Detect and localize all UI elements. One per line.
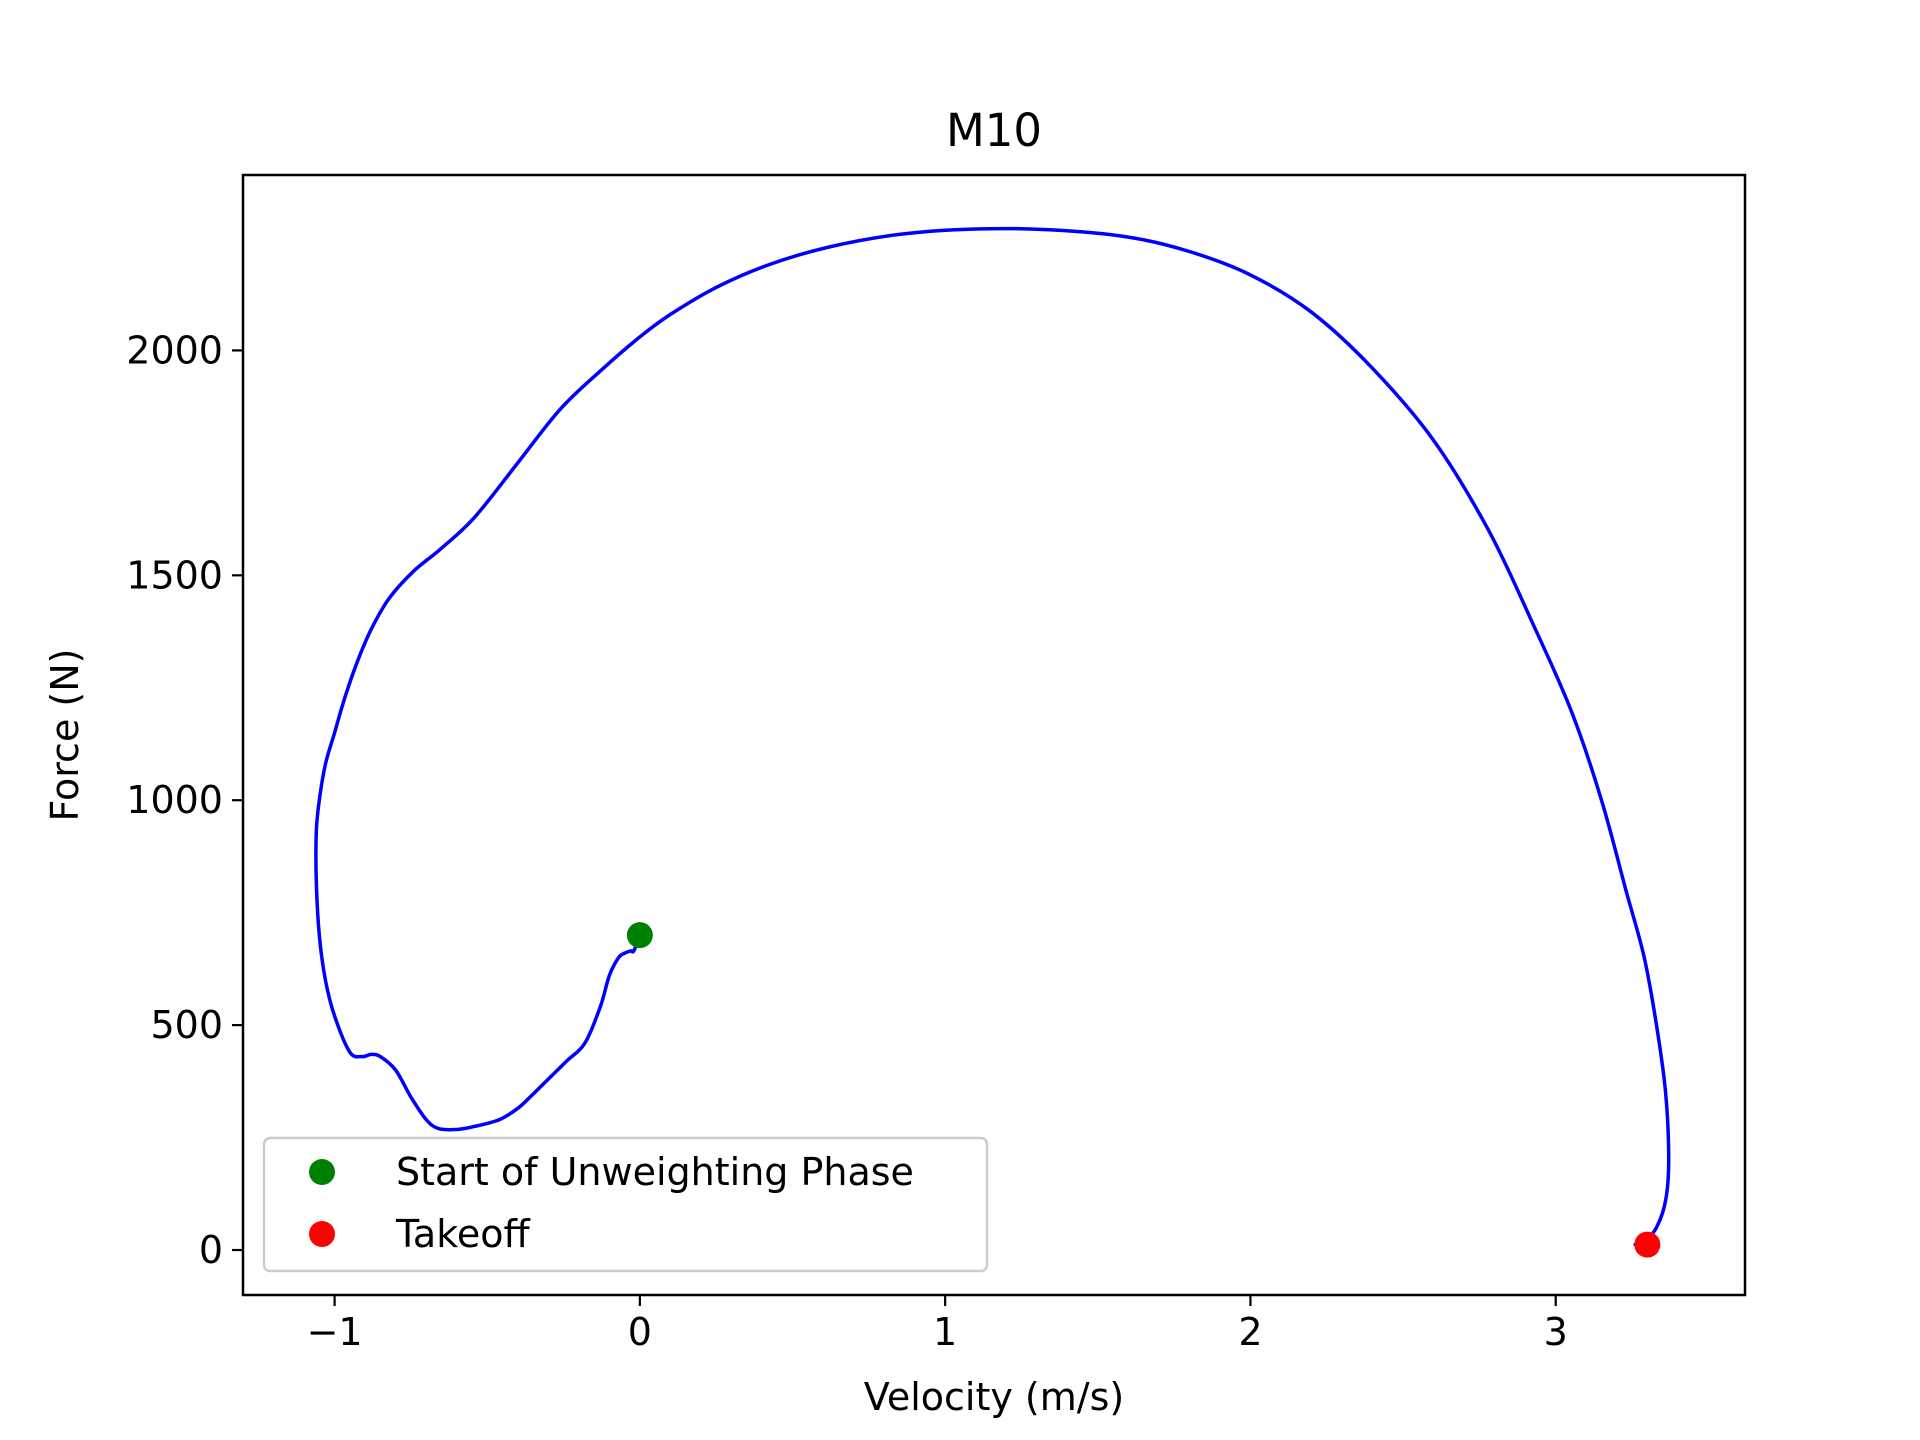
legend-box [262, 1136, 989, 1273]
marker-takeoff [1634, 1231, 1661, 1258]
x-tick-label: 1 [933, 1310, 957, 1354]
x-tick-label: 3 [1544, 1310, 1568, 1354]
legend: Start of Unweighting Phase Takeoff [262, 1136, 989, 1273]
legend-label-takeoff: Takeoff [395, 1212, 530, 1256]
x-tick-label: 0 [628, 1310, 652, 1354]
y-axis-label: Force (N) [43, 649, 87, 822]
chart-title: M10 [946, 104, 1042, 157]
y-tick-label: 2000 [126, 328, 223, 372]
x-tick-label: −1 [307, 1310, 363, 1354]
plot-area [314, 226, 1671, 1258]
legend-label-start-of-unweighting: Start of Unweighting Phase [396, 1150, 914, 1194]
legend-marker-takeoff [309, 1221, 335, 1247]
y-axis: 0 500 1000 1500 2000 [126, 328, 243, 1272]
y-tick-label: 1500 [126, 553, 223, 597]
legend-marker-start-of-unweighting [309, 1159, 335, 1185]
x-axis-label: Velocity (m/s) [864, 1375, 1124, 1419]
y-tick-label: 0 [199, 1228, 223, 1272]
marker-start-of-unweighting-phase [626, 922, 653, 949]
y-tick-label: 500 [150, 1003, 223, 1047]
y-tick-label: 1000 [126, 778, 223, 822]
x-tick-label: 2 [1238, 1310, 1262, 1354]
x-axis: −1 0 1 2 3 [307, 1295, 1568, 1354]
axes-frame [241, 173, 1747, 1297]
series-line-0 [314, 226, 1671, 1247]
